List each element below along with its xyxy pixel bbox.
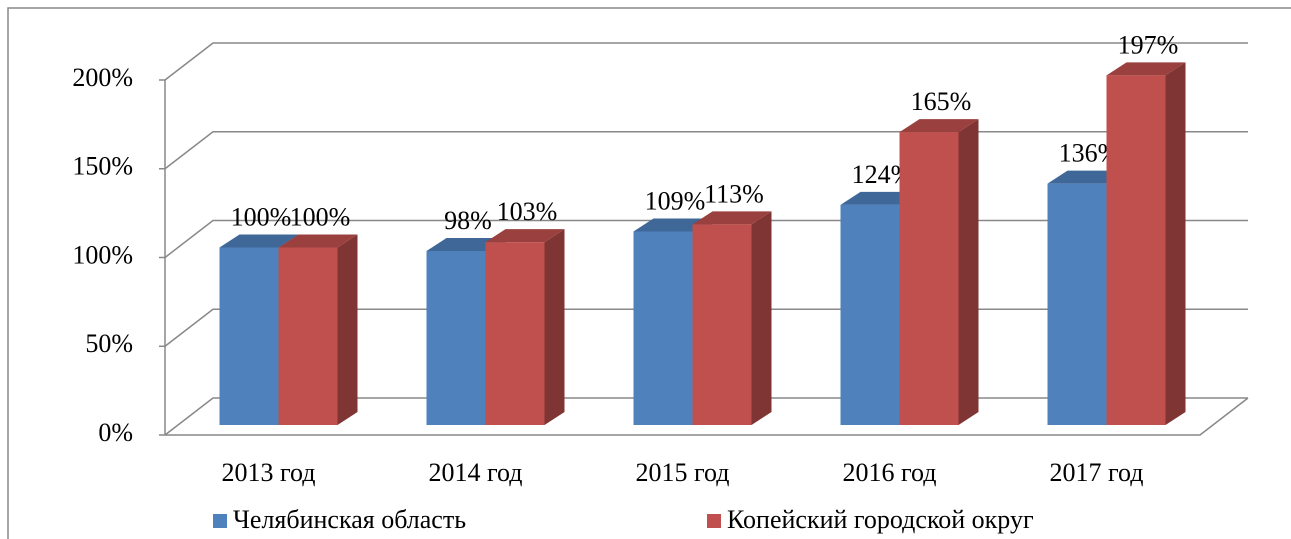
bar — [278, 234, 358, 425]
grid-line — [164, 42, 1248, 81]
bar-top — [899, 119, 979, 133]
data-label: 100% — [290, 202, 351, 231]
y-tick-label: 150% — [72, 152, 133, 181]
bar — [692, 211, 772, 425]
bar — [1106, 62, 1186, 425]
data-label: 98% — [444, 206, 492, 235]
data-label: 113% — [704, 179, 764, 208]
data-label: 165% — [911, 87, 972, 116]
y-tick-label: 50% — [85, 329, 133, 358]
legend-swatch — [213, 514, 227, 528]
data-label: 100% — [231, 202, 292, 231]
y-tick-label: 100% — [72, 240, 133, 269]
bar-front — [840, 204, 900, 425]
y-tick-label: 200% — [72, 63, 133, 92]
bar-front — [692, 224, 752, 425]
bar-front — [1047, 183, 1107, 425]
floor — [165, 397, 1249, 436]
bar-top — [278, 234, 358, 248]
x-tick-label: 2015 год — [636, 458, 730, 487]
bar — [899, 119, 979, 425]
bar-front — [633, 231, 693, 425]
data-label: 197% — [1118, 30, 1179, 59]
data-label: 109% — [645, 186, 706, 215]
legend-swatch — [707, 514, 721, 528]
x-tick-label: 2016 год — [843, 458, 937, 487]
bar-front — [219, 247, 279, 425]
bar-front — [278, 247, 338, 425]
bar-side — [544, 229, 565, 425]
bar-top — [485, 229, 565, 243]
bar-top — [692, 211, 772, 225]
bar-front — [485, 242, 545, 425]
bar-side — [751, 211, 772, 425]
x-tick-label: 2017 год — [1050, 458, 1144, 487]
x-tick-label: 2014 год — [429, 458, 523, 487]
legend-label: Копейский городской округ — [727, 505, 1034, 534]
bar-side — [1165, 62, 1186, 425]
x-tick-label: 2013 год — [222, 458, 316, 487]
frame — [7, 7, 1291, 539]
bar-front — [1106, 75, 1166, 425]
bar-front — [426, 251, 486, 425]
bar — [485, 229, 565, 425]
bar-top — [219, 234, 299, 248]
bar-side — [958, 119, 979, 425]
bar-side — [337, 234, 358, 425]
data-label: 103% — [497, 197, 558, 226]
legend-label: Челябинская область — [233, 505, 466, 534]
y-tick-label: 0% — [98, 418, 133, 447]
bar-top — [1106, 62, 1186, 76]
bar-front — [899, 132, 959, 425]
